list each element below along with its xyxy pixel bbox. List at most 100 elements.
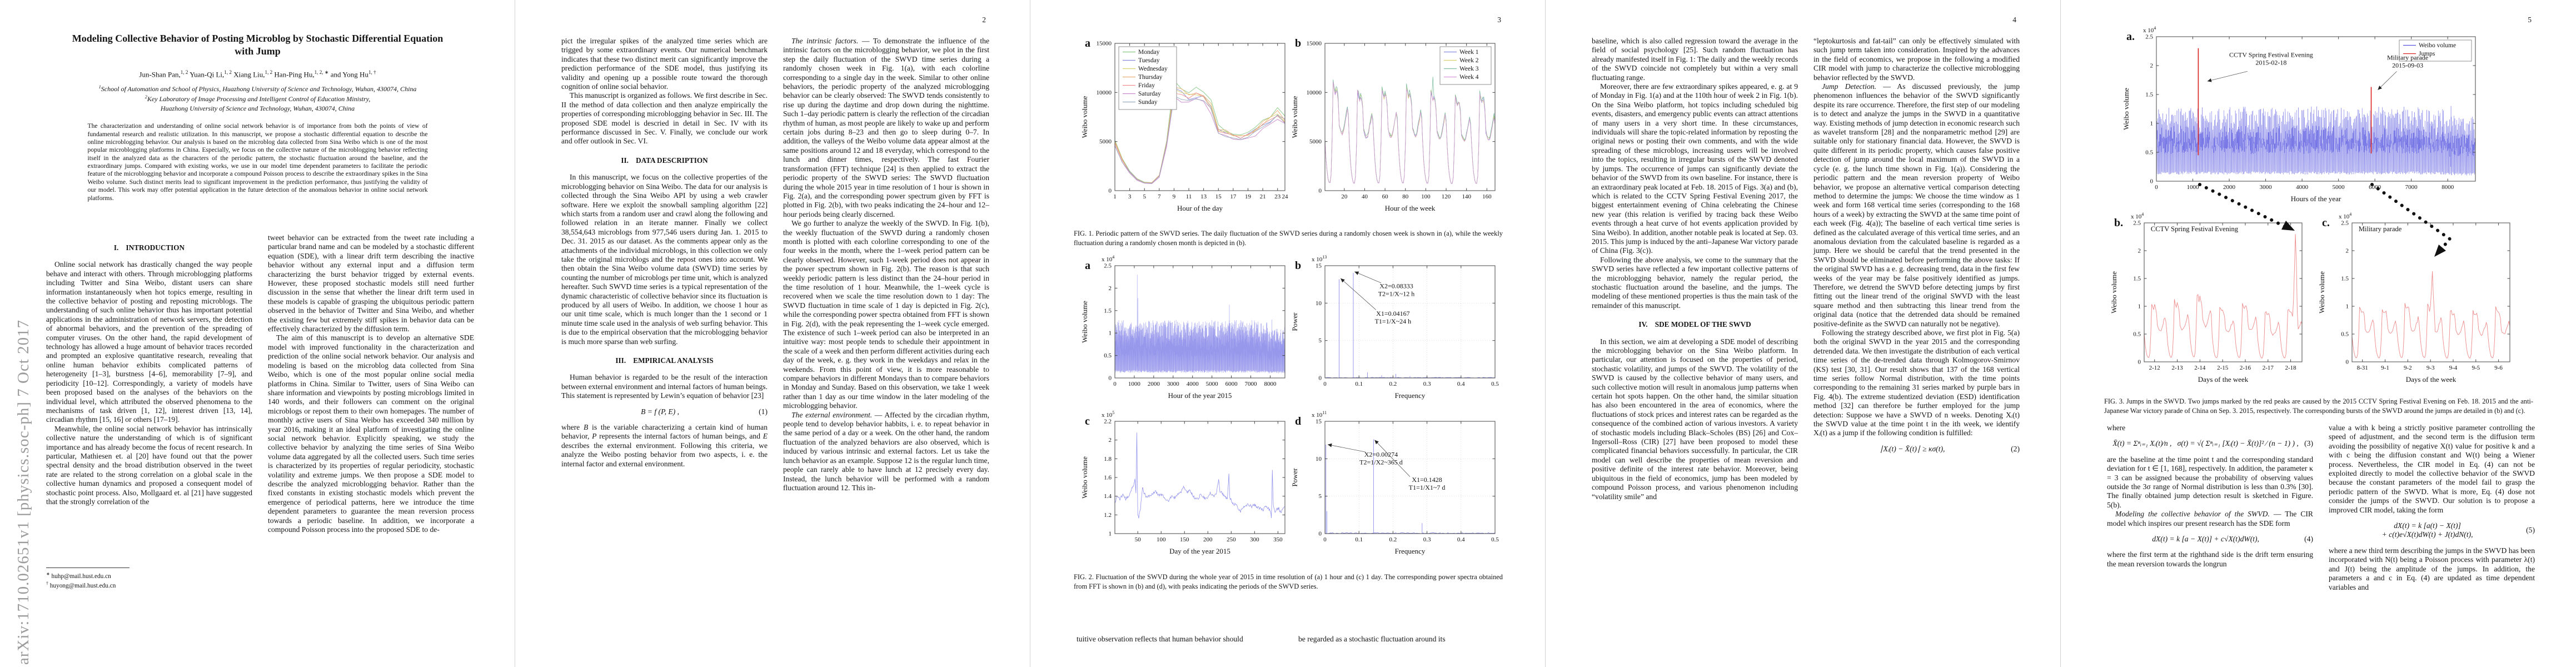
svg-text:5000: 5000 [1206, 381, 1219, 387]
svg-text:0: 0 [1109, 188, 1112, 195]
fig2d-ylabel: Power [1291, 468, 1299, 487]
fig3b-svg: 2-12 2-13 2-14 2-15 2-16 2-17 2-18 0 0.5 1 1.5 2 2.5… [2110, 212, 2303, 384]
svg-text:1000: 1000 [2187, 184, 2200, 191]
svg-text:2000: 2000 [1148, 381, 1160, 387]
svg-text:9-4: 9-4 [2449, 365, 2458, 371]
equation-body: X̄(t) = Σⁿᵢ₌₁ Xᵢ(t)∕n , σ(t) = √( Σⁿᵢ₌₁ … [2112, 439, 2299, 448]
svg-text:2.5: 2.5 [1104, 263, 1112, 270]
svg-text:2.5: 2.5 [2145, 34, 2153, 41]
paragraph: This manuscript is organized as follows.… [561, 91, 768, 146]
figure-2-caption: FIG. 2. Fluctuation of the SWVD during t… [1074, 573, 1503, 590]
svg-text:4000: 4000 [2296, 184, 2309, 191]
svg-text:100: 100 [1421, 193, 1431, 200]
fig3c-ylabel: Weibo volume [2318, 271, 2326, 313]
svg-text:T2=1/X~12 h: T2=1/X~12 h [1378, 290, 1415, 297]
svg-text:20: 20 [1341, 193, 1348, 200]
fig3b-inner-label: CCTV Spring Festival Evening [2151, 225, 2239, 233]
text-column-left: where X̄(t) = Σⁿᵢ₌₁ Xᵢ(t)∕n , σ(t) = √( Σ… [2107, 424, 2313, 592]
svg-text:60: 60 [1382, 193, 1389, 200]
paragraph: In this section, we aim at developing a … [1592, 337, 1798, 501]
page-2: 2 pict the irregular spikes of the analy… [515, 0, 1030, 667]
svg-text:4000: 4000 [1187, 381, 1199, 387]
paragraph: We go further to analyze the weekly of t… [783, 219, 989, 410]
svg-text:1: 1 [1109, 531, 1112, 537]
svg-text:X2=0.08333: X2=0.08333 [1379, 282, 1413, 290]
svg-text:0: 0 [2346, 359, 2349, 366]
authors: Jun-Shan Pan,1, 2 Yuan-Qi Li,1, 2 Xiang … [139, 69, 376, 79]
fig2a-series [1114, 275, 1285, 374]
svg-text:Week 4: Week 4 [1459, 74, 1479, 81]
fig1a-ylabel: Weibo volume [1080, 96, 1089, 138]
paragraph: where the first term at the righthand si… [2107, 550, 2313, 568]
svg-text:0.1: 0.1 [1355, 381, 1363, 387]
svg-text:9-2: 9-2 [2404, 365, 2412, 371]
svg-text:2-18: 2-18 [2285, 365, 2297, 371]
svg-text:15000: 15000 [1307, 41, 1322, 47]
equation: B = f (P, E) , (1) [561, 407, 768, 416]
svg-text:10: 10 [1316, 300, 1322, 307]
fig2c-series [1114, 432, 1285, 519]
svg-text:0: 0 [1109, 375, 1112, 382]
fig3c-inner-label: Military parade [2359, 225, 2402, 233]
svg-text:Monday: Monday [1138, 49, 1160, 56]
text-snippet-left: tuitive observation reflects that human … [1077, 635, 1243, 643]
svg-text:1.4: 1.4 [1104, 493, 1112, 500]
svg-text:1: 1 [2138, 303, 2141, 310]
two-column-body: baseline, which is also called regressio… [1592, 37, 2020, 501]
fig2a-ylabel: Weibo volume [1080, 301, 1089, 343]
equation-number: (3) [2304, 439, 2313, 448]
affiliation: Huazhong University of Science and Techn… [160, 104, 355, 113]
fig2d-xlabel: Frequency [1395, 547, 1426, 555]
fig3a-legend: Weibo volume Jumps [2399, 39, 2472, 62]
equation: X̄(t) = Σⁿᵢ₌₁ Xᵢ(t)∕n , σ(t) = √( Σⁿᵢ₌₁ … [2107, 439, 2313, 448]
svg-text:8000: 8000 [2442, 184, 2454, 191]
svg-text:6000: 6000 [1225, 381, 1238, 387]
fig3a-xlabel: Hours of the year [2291, 195, 2341, 203]
svg-text:5000: 5000 [1099, 138, 1112, 145]
svg-text:140: 140 [1462, 193, 1471, 200]
svg-text:23: 23 [1274, 193, 1281, 200]
svg-text:x 1011: x 1011 [1312, 410, 1327, 419]
fig3a-jumps-year-chart: 0 1000 2000 3000 4000 5000 6000 7000 8000 0 0.5 1 1.… [2122, 22, 2483, 206]
fig3a-panel-label: a. [2126, 31, 2135, 43]
svg-text:9-1: 9-1 [2381, 365, 2389, 371]
svg-text:10: 10 [1316, 456, 1322, 462]
svg-text:Wednesday: Wednesday [1138, 66, 1168, 72]
svg-text:Week 2: Week 2 [1459, 57, 1479, 64]
svg-text:Week 3: Week 3 [1459, 66, 1479, 72]
affiliation: 2Key Laboratory of Image Processing and … [145, 94, 371, 103]
paragraph: Modeling the collective behavior of the … [2107, 510, 2313, 527]
fig2c-ylabel: Weibo volume [1080, 456, 1089, 499]
paper-title: Modeling Collective Behavior of Posting … [72, 33, 444, 57]
svg-text:10000: 10000 [1307, 89, 1322, 96]
svg-text:1.2: 1.2 [1104, 512, 1112, 519]
svg-text:0.5: 0.5 [1491, 536, 1499, 543]
svg-text:0.2: 0.2 [1389, 536, 1397, 543]
svg-text:1.5: 1.5 [2145, 92, 2153, 98]
paragraph: value a with k being a strictly positive… [2329, 424, 2535, 514]
fig1a-series [1114, 79, 1285, 184]
svg-text:160: 160 [1482, 193, 1492, 200]
svg-text:250: 250 [1227, 536, 1236, 543]
svg-text:3000: 3000 [1167, 381, 1180, 387]
svg-text:0: 0 [1319, 375, 1322, 382]
fig2c-panel-label: c [1085, 415, 1090, 427]
paragraph: Meanwhile, the online social network beh… [46, 424, 252, 506]
fig3a-series [2156, 48, 2476, 176]
svg-text:5: 5 [1143, 193, 1146, 200]
svg-text:50: 50 [1135, 536, 1142, 543]
svg-text:2000: 2000 [2223, 184, 2236, 191]
paragraph: pict the irregular spikes of the analyze… [561, 37, 768, 91]
fig1a-panel-label: a [1085, 37, 1090, 49]
fig1b-ylabel: Weibo volume [1291, 96, 1299, 138]
svg-text:1000: 1000 [1128, 381, 1140, 387]
svg-text:3000: 3000 [2260, 184, 2273, 191]
affiliation: 1School of Automation and School of Phys… [98, 84, 417, 93]
svg-text:Weibo volume: Weibo volume [2419, 42, 2456, 49]
footnote: † huyong@mail.hust.edu.cn [46, 581, 116, 590]
